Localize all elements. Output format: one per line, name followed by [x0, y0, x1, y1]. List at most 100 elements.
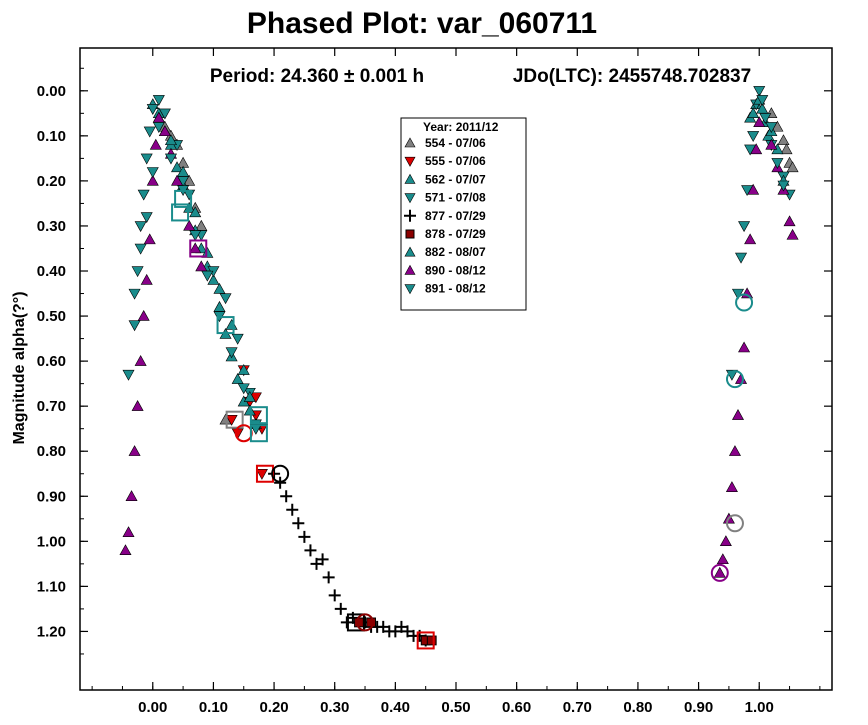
x-tick-label: 0.00 — [138, 699, 167, 716]
data-point — [125, 490, 138, 501]
highlight-square — [216, 316, 235, 335]
data-point — [731, 288, 745, 300]
x-tick-label: 0.50 — [441, 699, 470, 716]
highlight-circle — [356, 613, 375, 632]
y-tick-label: 0.30 — [37, 218, 66, 235]
period-label: Period: 24.360 ± 0.001 h — [210, 66, 424, 87]
legend-items: 554 - 07/06 555 - 07/06 562 - 07/07 571 - 0… — [404, 136, 486, 296]
x-tick-label: 1.00 — [745, 699, 774, 716]
data-point — [171, 174, 184, 186]
legend-marker — [404, 284, 416, 295]
data-point — [119, 544, 132, 556]
y-tick-label: 0.00 — [37, 83, 66, 100]
data-point — [231, 373, 244, 384]
data-point — [146, 104, 159, 115]
data-point — [201, 270, 214, 282]
data-point — [134, 243, 147, 255]
x-tick-label: 0.40 — [381, 699, 410, 716]
legend: Year: 2011/12 554 - 07/06 555 - 07/06 562 … — [400, 117, 527, 311]
data-point — [731, 409, 745, 420]
points-layer — [119, 86, 799, 650]
highlight-circle — [725, 370, 744, 389]
data-point — [744, 233, 757, 245]
data-point — [780, 143, 793, 155]
y-tick-label: 1.10 — [37, 578, 66, 595]
data-point — [143, 126, 156, 138]
data-point — [195, 260, 208, 272]
data-point — [171, 161, 184, 173]
data-point — [207, 273, 220, 285]
data-point — [164, 134, 177, 146]
legend-item: 882 - 08/07 — [404, 245, 486, 259]
legend-marker — [404, 246, 416, 257]
y-tick-label: 1.20 — [37, 623, 66, 640]
data-point — [354, 617, 364, 628]
data-point — [765, 138, 778, 150]
epoch-label: JDo(LTC): 2455748.702837 — [513, 66, 751, 87]
series-group — [152, 93, 790, 402]
legend-marker — [405, 229, 415, 239]
data-point — [292, 517, 305, 530]
data-point — [738, 341, 751, 353]
legend-marker — [404, 193, 416, 204]
highlight-square — [189, 239, 208, 258]
x-tick-label: 0.80 — [623, 699, 652, 716]
data-point — [713, 566, 726, 578]
data-point — [225, 414, 238, 426]
data-point — [152, 95, 165, 106]
x-tick-label: 0.90 — [684, 699, 713, 716]
legend-marker — [404, 156, 416, 167]
highlight-square — [225, 410, 244, 429]
highlight-square — [249, 424, 268, 443]
legend-item: 554 - 07/06 — [404, 136, 486, 150]
data-point — [304, 544, 317, 557]
data-point — [255, 469, 268, 480]
highlight-square — [174, 189, 193, 208]
y-tick-label: 0.80 — [37, 443, 66, 460]
data-point — [716, 553, 729, 565]
highlight-markers — [171, 189, 754, 650]
data-point — [426, 635, 437, 646]
data-point — [286, 503, 299, 516]
legend-label: 890 - 08/12 — [425, 263, 486, 277]
data-point — [395, 620, 408, 633]
highlight-circle — [271, 464, 290, 483]
chart-title: Phased Plot: var_060711 — [247, 7, 597, 40]
data-point — [128, 288, 141, 300]
data-point — [201, 246, 214, 258]
data-point — [753, 116, 766, 128]
data-point — [213, 300, 226, 312]
data-point — [225, 318, 238, 330]
data-point — [122, 526, 135, 538]
data-point — [735, 252, 748, 264]
legend-item: 571 - 07/08 — [404, 191, 486, 205]
y-tick-label: 0.20 — [37, 173, 66, 190]
legend-label: 882 - 08/07 — [425, 245, 486, 259]
highlight-circle — [710, 563, 729, 582]
data-point — [334, 602, 347, 615]
data-point — [777, 134, 790, 146]
data-point — [140, 153, 153, 165]
data-point — [183, 219, 196, 231]
data-point — [140, 212, 153, 224]
data-point — [140, 273, 153, 285]
data-point — [231, 333, 244, 345]
data-point — [219, 293, 232, 305]
legend-item: 878 - 07/29 — [405, 227, 486, 241]
data-point — [728, 445, 741, 456]
data-point — [298, 530, 311, 543]
data-point — [152, 122, 165, 133]
legend-marker — [404, 209, 416, 222]
legend-label: 562 - 07/07 — [425, 172, 486, 186]
data-point — [765, 122, 778, 133]
data-point — [189, 242, 202, 254]
data-point — [725, 481, 738, 492]
y-tick-label: 0.40 — [37, 263, 66, 280]
data-point — [137, 189, 150, 201]
data-point — [389, 625, 402, 638]
data-point — [237, 383, 250, 395]
data-point — [756, 95, 769, 106]
tick-layer: 0.00 0.10 0.20 0.30 0.40 0.50 0.60 0.70 0.80 0.90… — [37, 48, 832, 716]
data-point — [164, 153, 177, 165]
